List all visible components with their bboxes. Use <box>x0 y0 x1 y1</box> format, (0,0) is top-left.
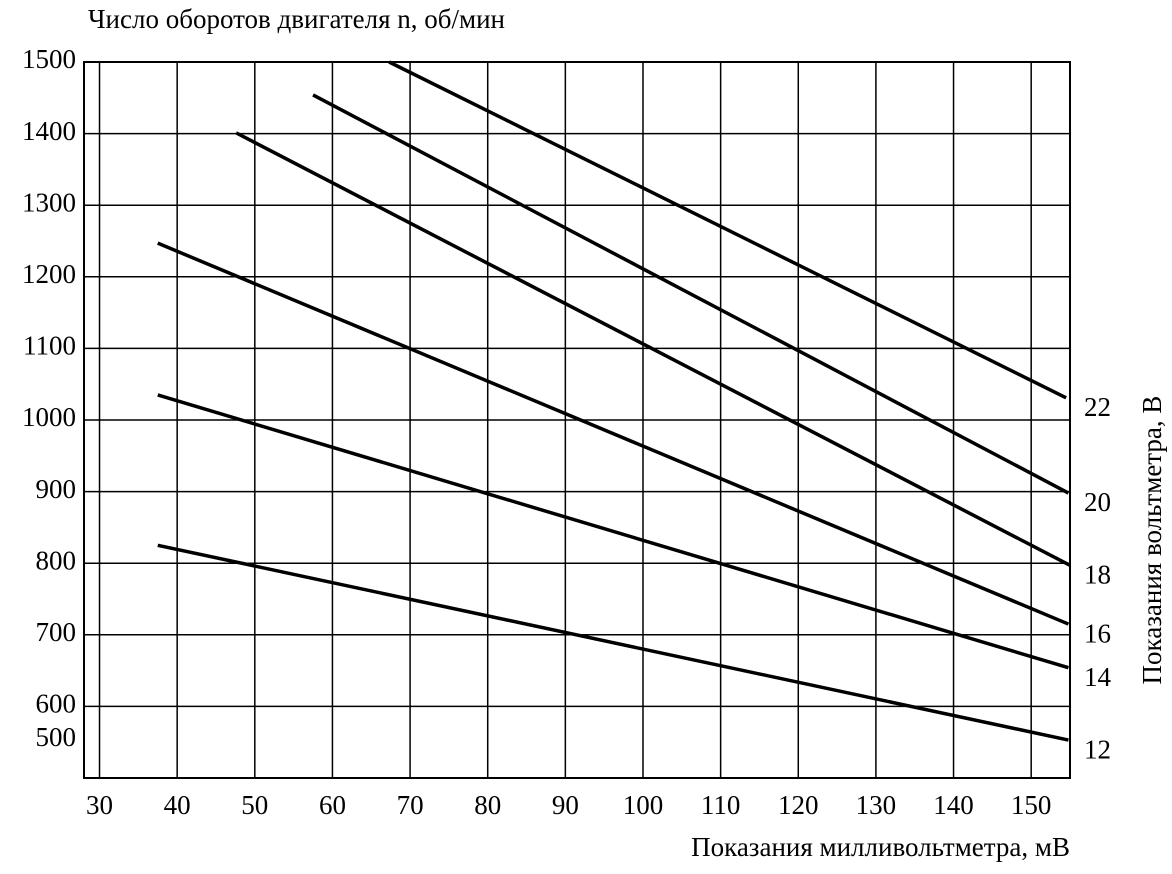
series-label: 12 <box>1084 734 1111 764</box>
series-label: 20 <box>1084 487 1111 517</box>
x-tick-label: 50 <box>241 790 268 820</box>
x-tick-label: 30 <box>86 790 113 820</box>
y-tick-label: 1100 <box>23 331 76 361</box>
x-tick-label: 120 <box>778 790 819 820</box>
series-label: 16 <box>1084 618 1111 648</box>
y-tick-label: 800 <box>36 545 77 575</box>
line <box>235 131 1071 567</box>
x-tick-label: 40 <box>164 790 191 820</box>
x-tick-label: 70 <box>397 790 424 820</box>
y-tick-label: 1200 <box>22 259 76 289</box>
x-tick-label: 110 <box>701 790 741 820</box>
y2-axis-label: Показания вольтметра, В <box>1137 396 1167 685</box>
series-label: 18 <box>1084 560 1111 590</box>
y-tick-label: 1000 <box>22 402 76 432</box>
x-tick-label: 100 <box>623 790 664 820</box>
series-label: 22 <box>1084 392 1111 422</box>
y-tick-label: 900 <box>36 474 77 504</box>
y-tick-label: 1400 <box>22 116 76 146</box>
series-label: 14 <box>1084 662 1112 692</box>
y-axis-label: Число оборотов двигателя n, об/мин <box>88 4 505 34</box>
x-axis-label: Показания милливольтметра, мВ <box>691 832 1070 862</box>
y-tick-label: 1300 <box>22 187 76 217</box>
line <box>157 393 1069 670</box>
y-tick-label: 700 <box>36 617 77 647</box>
line <box>388 60 1067 400</box>
y-tick-label: 500 <box>36 722 77 752</box>
x-tick-label: 140 <box>933 790 974 820</box>
x-tick-label: 80 <box>474 790 501 820</box>
line <box>312 93 1070 495</box>
x-tick-label: 150 <box>1011 790 1052 820</box>
y-tick-label: 600 <box>36 689 77 719</box>
line <box>157 241 1070 626</box>
y-tick-label: 1500 <box>22 44 76 74</box>
line <box>157 543 1069 742</box>
x-tick-label: 90 <box>552 790 579 820</box>
x-tick-label: 130 <box>856 790 897 820</box>
x-tick-label: 60 <box>319 790 346 820</box>
